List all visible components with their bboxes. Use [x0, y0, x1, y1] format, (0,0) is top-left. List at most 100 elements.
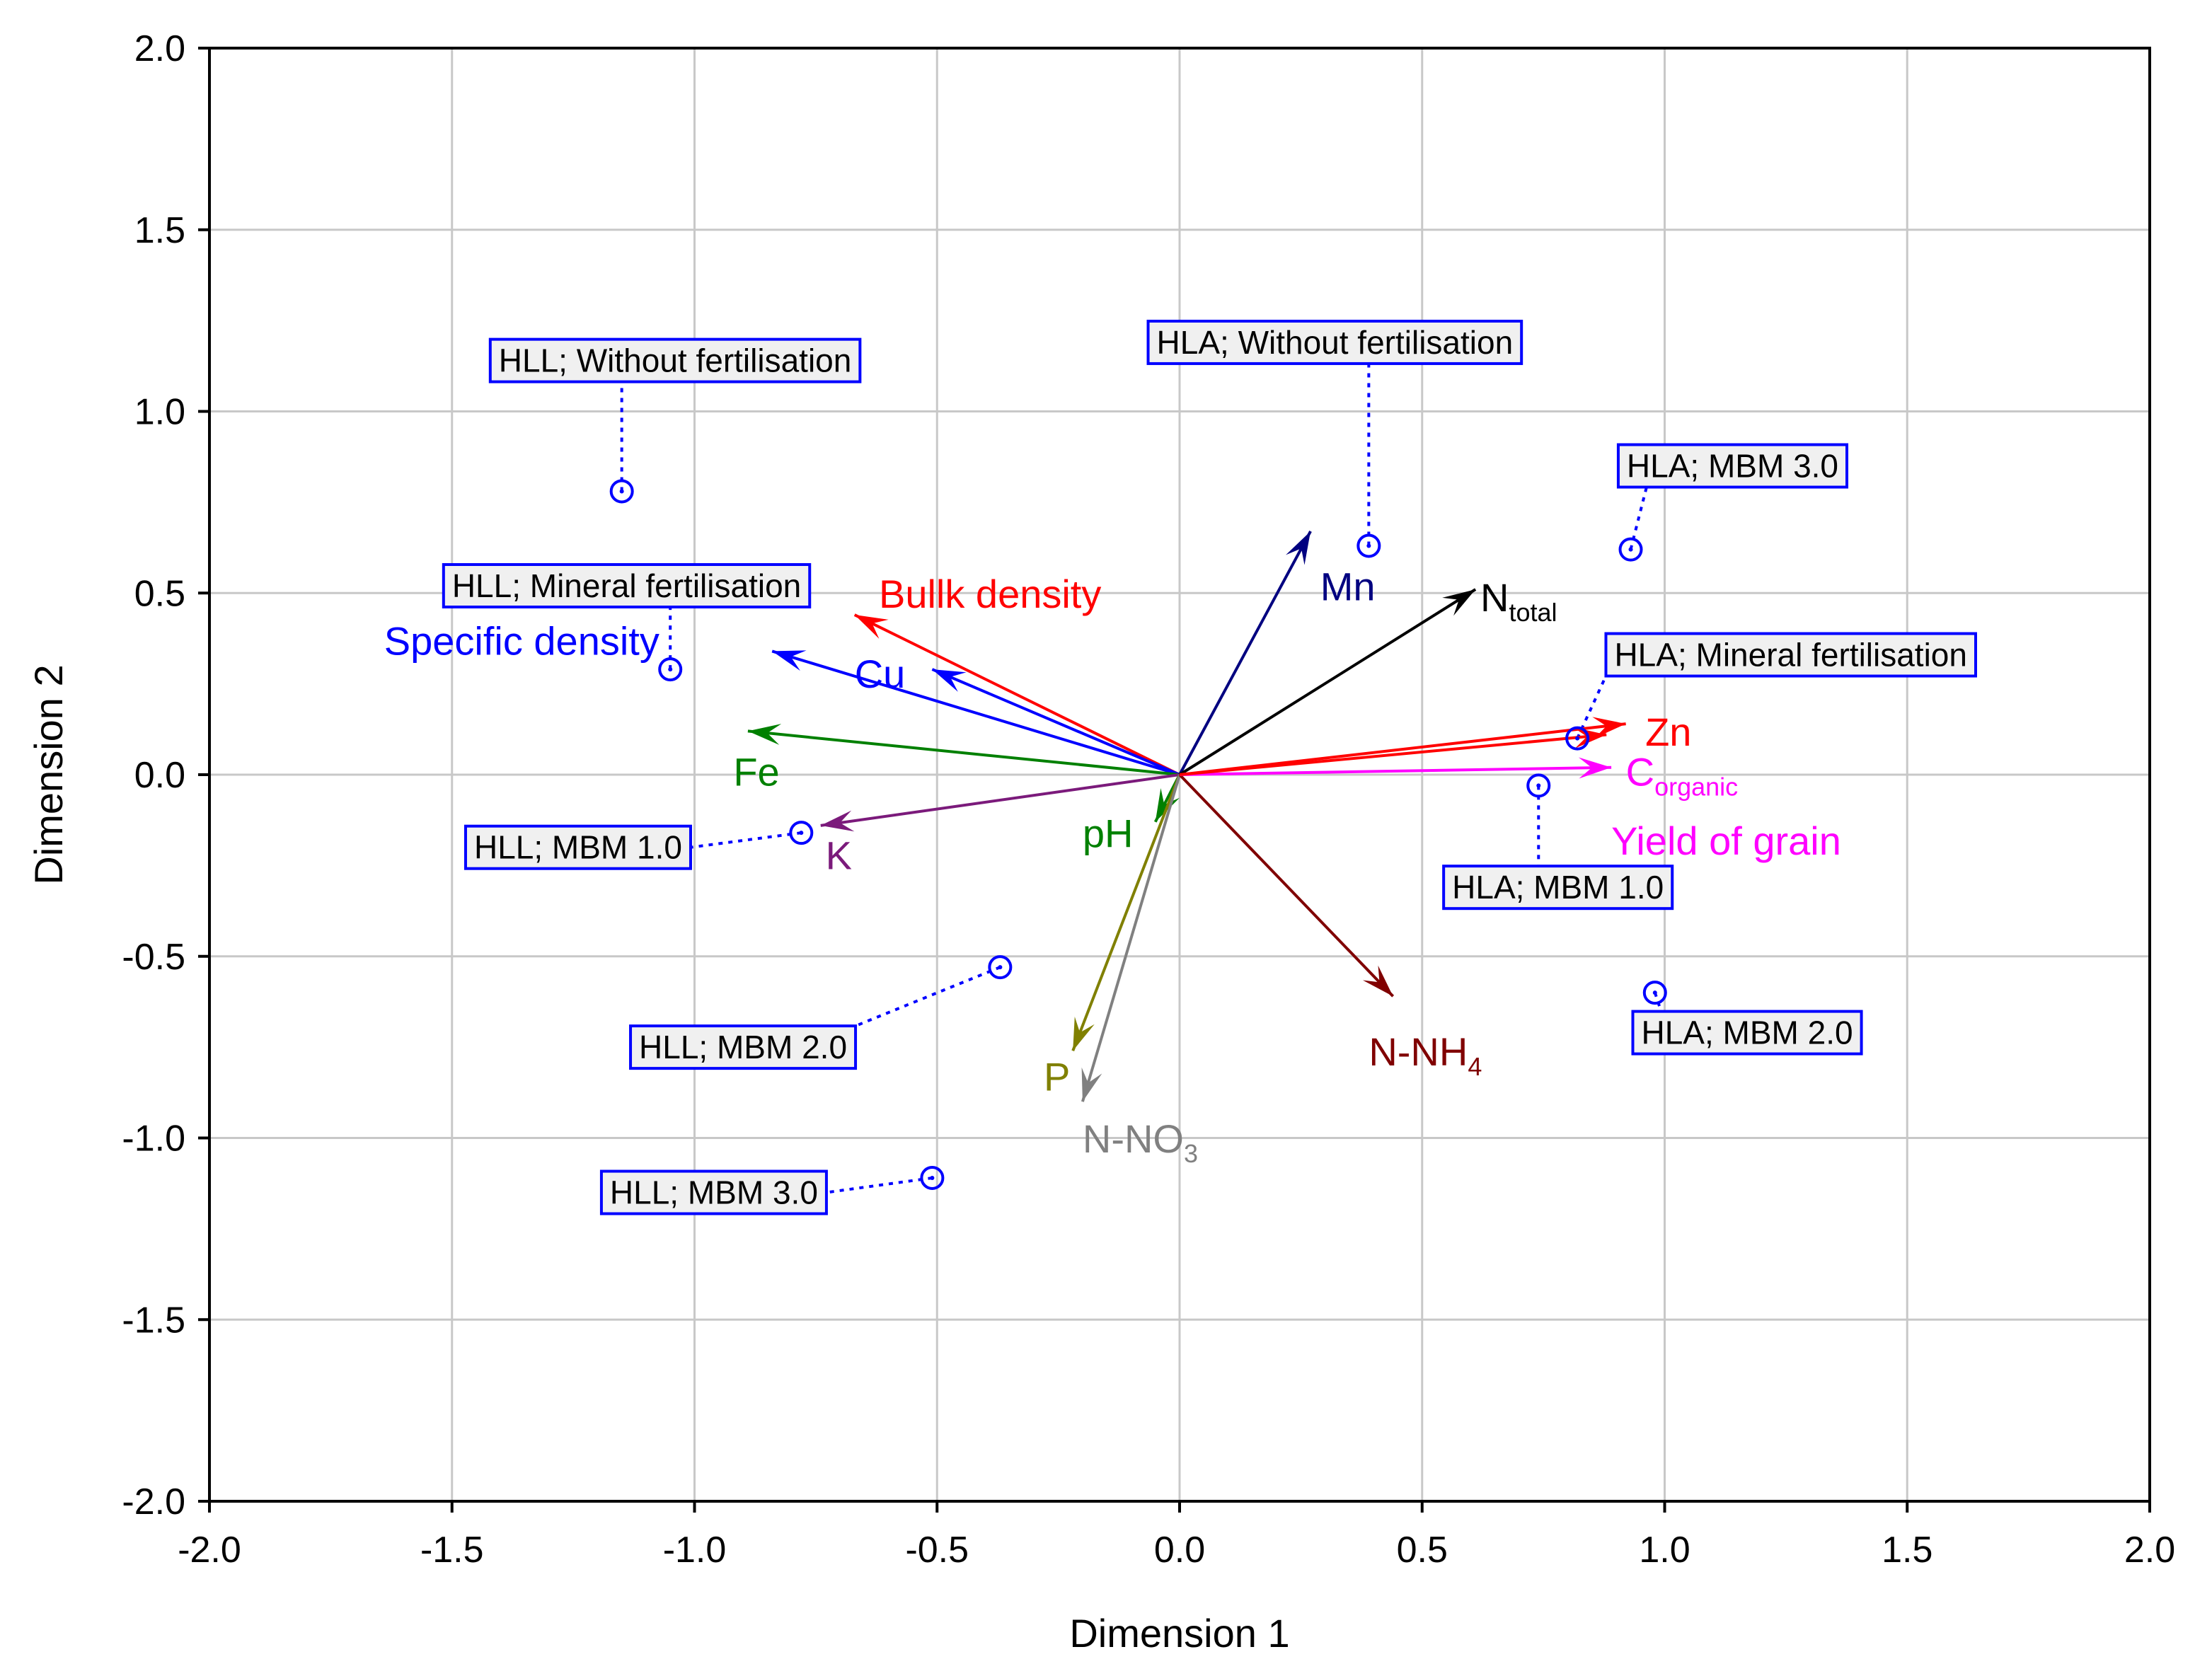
observation-label-frame [463, 824, 692, 870]
vector-line [1178, 773, 1395, 998]
observation-point [658, 657, 683, 682]
vector-k [820, 773, 1180, 832]
variable-label: Bullk density [879, 572, 1101, 616]
variable-labels: Bullk density Specific density Cu Fe K pH P N-N… [384, 565, 1841, 1169]
vector-arrowhead [1573, 727, 1607, 749]
x-tick-label: -1.5 [420, 1530, 484, 1571]
vector-bullk-density [853, 613, 1180, 776]
observation-label-frame [488, 337, 862, 383]
vector-line [1071, 774, 1181, 1051]
vector-n-no-3 [1081, 774, 1181, 1102]
variable-label: Fe [733, 749, 779, 794]
observation-leader [855, 966, 1001, 1027]
variable-label: N-NH4 [1369, 1029, 1482, 1081]
x-tick-label: -0.5 [905, 1530, 969, 1571]
vector-arrowhead [747, 724, 782, 745]
vector-arrowhead [1362, 965, 1393, 997]
vector-arrowhead [1073, 1016, 1095, 1051]
variable-label: Ntotal [1480, 575, 1557, 627]
observation-label-frame [1604, 632, 1977, 678]
y-tick-label: -2.0 [122, 1481, 185, 1522]
vector-arrowhead [932, 669, 967, 692]
vector-line [820, 773, 1180, 827]
vector-arrowhead [1442, 589, 1476, 616]
vector-line [1178, 588, 1477, 776]
observation-label-frame [442, 562, 812, 608]
observation-point [609, 479, 634, 504]
observation-point [1618, 537, 1643, 562]
vector-c-organic [1179, 757, 1612, 779]
observation-labels: HLL; Without fertilisation HLL; Mineral f… [442, 319, 1977, 1215]
vector-arrowhead [772, 650, 807, 671]
observation-point [1642, 981, 1667, 1005]
x-tick-label: -1.0 [663, 1530, 727, 1571]
vector-n-nh-4 [1178, 773, 1395, 998]
x-tick-label: 0.5 [1397, 1530, 1448, 1571]
variable-label: Corganic [1626, 749, 1739, 801]
observation-leader [1653, 992, 1663, 1012]
x-tick-label: 0.0 [1154, 1530, 1205, 1571]
variable-label: Cu [855, 652, 906, 696]
x-tick-label: -2.0 [178, 1530, 241, 1571]
vector-line [853, 613, 1180, 776]
observation-label: HLL; MBM 3.0 [610, 1174, 818, 1211]
vector-mn [1178, 531, 1312, 775]
variable-label: Mn [1320, 565, 1376, 609]
x-axis-label: Dimension 1 [1069, 1611, 1289, 1655]
observation-label: HLA; MBM 1.0 [1452, 869, 1664, 906]
y-tick-label: -1.5 [122, 1300, 185, 1341]
observation-label-frame [1442, 865, 1674, 911]
vector-line [931, 668, 1180, 776]
observation-label: HLL; Mineral fertilisation [452, 567, 801, 604]
variable-label: Zn [1645, 710, 1691, 754]
vector-arrowhead [820, 810, 855, 832]
observation-point [1565, 726, 1590, 751]
variable-label: Yield of grain [1611, 819, 1841, 863]
observation-point [1526, 773, 1551, 798]
observation-label-box: HLA; MBM 3.0 [1616, 443, 1849, 489]
y-tick-label: -0.5 [122, 937, 185, 978]
vector-line [771, 649, 1180, 776]
vector-arrowhead [1081, 1067, 1102, 1102]
vector-line [1179, 733, 1607, 776]
observation-label-frame [599, 1169, 828, 1215]
y-tick-label: 0.0 [134, 755, 185, 796]
observation-leader [690, 831, 802, 849]
observation-label-frame [1631, 1010, 1863, 1056]
vector-arrowhead [854, 615, 889, 639]
vector-line [747, 729, 1180, 776]
y-tick-label: 1.0 [134, 392, 185, 433]
vector-p [1071, 774, 1181, 1051]
vector-cu [931, 668, 1180, 776]
observation-label-box: HLA; Without fertilisation [1146, 319, 1523, 365]
vector-line [1178, 531, 1312, 775]
observation-point [920, 1165, 945, 1190]
vector-yield-of-grain [1179, 727, 1607, 776]
vector-line [1179, 722, 1626, 776]
observation-label-box: HLL; Mineral fertilisation [442, 562, 812, 608]
observation-label-frame [629, 1024, 858, 1070]
vector-fe [747, 724, 1180, 776]
observation-label: HLL; MBM 1.0 [474, 829, 682, 866]
observation-label-box: HLL; MBM 1.0 [463, 824, 692, 870]
observation-label-box: HLA; MBM 2.0 [1631, 1010, 1863, 1056]
vector-arrowhead [1286, 531, 1311, 565]
vector-arrowhead [1592, 717, 1626, 739]
observation-points [609, 479, 1667, 1190]
observation-label: HLL; MBM 2.0 [639, 1029, 847, 1065]
observation-point [988, 955, 1013, 980]
variable-vectors [747, 531, 1626, 1102]
observation-label: HLA; Without fertilisation [1157, 324, 1514, 361]
x-tick-label: 2.0 [2124, 1530, 2175, 1571]
observation-label-box: HLL; MBM 2.0 [629, 1024, 858, 1070]
variable-label: pH [1083, 811, 1134, 856]
observation-label-box: HLL; Without fertilisation [488, 337, 862, 383]
vector-line [1179, 765, 1612, 776]
vector-arrowhead [1578, 757, 1612, 779]
y-tick-label: 1.5 [134, 210, 185, 251]
y-tick-label: 2.0 [134, 28, 185, 69]
y-axis-label: Dimension 2 [26, 664, 71, 884]
vector-n-total [1178, 588, 1477, 776]
observation-label-frame [1146, 319, 1523, 365]
y-tick-label: 0.5 [134, 573, 185, 614]
